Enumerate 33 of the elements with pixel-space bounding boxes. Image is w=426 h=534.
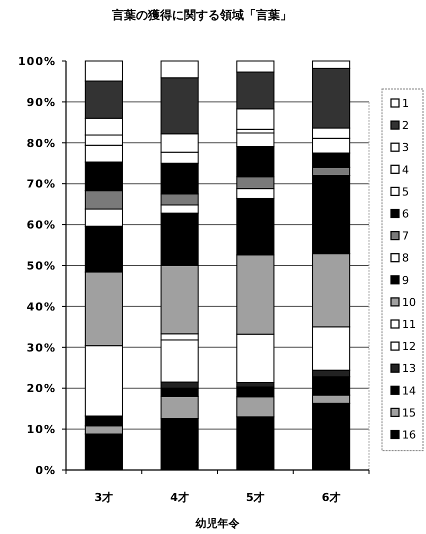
y-tick-label: 50% [26,260,56,272]
y-tick-label: 80% [26,136,56,150]
x-tick-label: 4才 [170,491,189,504]
y-tick-label: 20% [26,382,56,396]
x-axis-title: 幼児年令 [194,517,240,530]
x-tick-label: 6才 [322,491,340,504]
chart-title: 言葉の獲得に関する領域「言葉」 [111,8,292,22]
legend-label: 10 [402,296,416,309]
legend-label: 9 [402,274,409,287]
legend-label: 8 [402,252,409,265]
legend-label: 7 [402,230,409,243]
y-tick-label: 70% [26,178,56,191]
y-tick-label: 90% [26,96,56,109]
x-tick-label: 3才 [94,491,114,504]
legend-label: 6 [402,208,409,220]
legend-label: 5 [402,185,409,198]
y-tick-label: 10% [26,423,56,436]
legend-label: 1 [402,97,409,110]
legend-label: 16 [402,428,416,442]
legend-label: 2 [402,119,409,132]
legend-label: 3 [402,141,409,154]
legend-label: 15 [402,406,416,420]
legend-label: 13 [402,362,416,376]
y-tick-label: 60% [26,218,56,232]
x-tick-label: 5才 [246,491,265,504]
y-tick-label: 30% [26,341,56,354]
legend-label: 14 [402,384,416,398]
legend-label: 11 [402,318,416,331]
legend-label: 4 [402,163,409,176]
y-tick-label: 0% [35,464,56,477]
legend-label: 12 [402,340,416,354]
y-tick-label: 100% [18,55,56,68]
y-tick-label: 40% [26,300,56,314]
